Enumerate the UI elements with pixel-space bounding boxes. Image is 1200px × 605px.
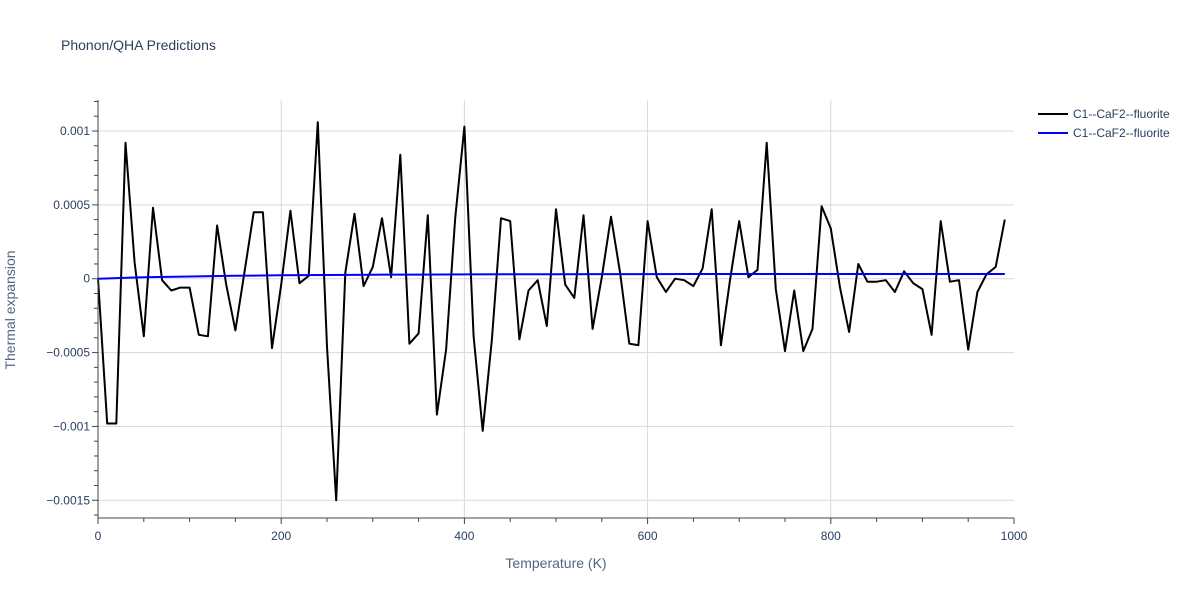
- legend-label-2[interactable]: C1--CaF2--fluorite: [1073, 126, 1170, 140]
- grid-layer: [98, 100, 1014, 518]
- series-line-1[interactable]: [97, 121, 1006, 502]
- y-tick-label: 0.001: [60, 124, 90, 138]
- x-tick-label: 200: [271, 529, 291, 543]
- legend[interactable]: C1--CaF2--fluorite C1--CaF2--fluorite: [1038, 107, 1170, 140]
- y-tick-label: −0.001: [53, 419, 90, 433]
- legend-label-1[interactable]: C1--CaF2--fluorite: [1073, 107, 1170, 121]
- x-tick-label: 800: [821, 529, 841, 543]
- x-tick-label: 0: [95, 529, 102, 543]
- y-tick-label: −0.0015: [46, 493, 90, 507]
- axis-layer: 0 200 400 600 800 1000 −0.0015 −0.001 −0.0005 0 0.…: [46, 100, 1028, 543]
- series-line-2[interactable]: [97, 273, 1005, 280]
- y-tick-label: 0: [83, 272, 90, 286]
- x-tick-label: 600: [638, 529, 658, 543]
- y-tick-label: 0.0005: [53, 198, 90, 212]
- x-tick-label: 400: [454, 529, 474, 543]
- y-axis-title: Thermal expansion: [2, 250, 18, 369]
- y-tick-label: −0.0005: [46, 346, 90, 360]
- x-axis-title: Temperature (K): [505, 555, 606, 571]
- series-layer: [97, 121, 1006, 502]
- chart-title: Phonon/QHA Predictions: [61, 37, 216, 53]
- x-tick-label: 1000: [1001, 529, 1028, 543]
